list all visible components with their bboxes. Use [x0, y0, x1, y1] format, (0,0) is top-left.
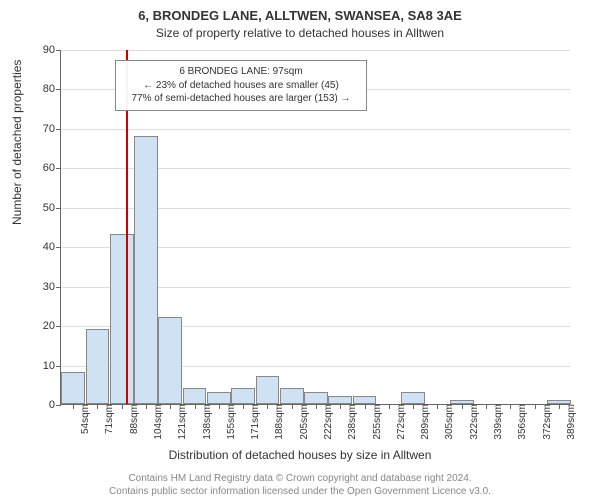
histogram-bar: [134, 136, 158, 404]
x-tick-label: 71sqm: [100, 404, 115, 434]
x-tick-label: 205sqm: [295, 404, 310, 440]
x-tick-label: 339sqm: [489, 404, 504, 440]
x-tick-label: 272sqm: [392, 404, 407, 440]
footer-licence: Contains public sector information licen…: [0, 486, 600, 497]
x-tick-label: 155sqm: [222, 404, 237, 440]
x-tick: [462, 404, 463, 409]
y-tick-label: 80: [43, 83, 61, 95]
x-tick: [389, 404, 390, 409]
annotation-line: 6 BRONDEG LANE: 97sqm: [124, 65, 358, 79]
y-tick-label: 40: [43, 241, 61, 253]
x-tick: [170, 404, 171, 409]
footer-copyright: Contains HM Land Registry data © Crown c…: [0, 473, 600, 484]
x-tick: [267, 404, 268, 409]
histogram-bar: [304, 392, 328, 404]
histogram-bar: [231, 388, 255, 404]
x-tick-label: 238sqm: [343, 404, 358, 440]
y-tick-label: 50: [43, 202, 61, 214]
histogram-bar: [61, 372, 85, 404]
histogram-bar: [183, 388, 207, 404]
annotation-box: 6 BRONDEG LANE: 97sqm← 23% of detached h…: [115, 60, 367, 111]
x-tick: [340, 404, 341, 409]
x-tick-label: 289sqm: [416, 404, 431, 440]
histogram-bar: [256, 376, 280, 404]
annotation-line: 77% of semi-detached houses are larger (…: [124, 92, 358, 106]
histogram-bar: [207, 392, 231, 404]
y-tick-label: 60: [43, 162, 61, 174]
x-tick: [413, 404, 414, 409]
y-tick-label: 30: [43, 281, 61, 293]
x-tick: [122, 404, 123, 409]
histogram-bar: [353, 396, 377, 404]
histogram-bar: [158, 317, 182, 404]
y-axis-label: Number of detached properties: [10, 60, 24, 225]
y-tick-label: 70: [43, 123, 61, 135]
x-tick: [535, 404, 536, 409]
x-tick-label: 188sqm: [270, 404, 285, 440]
annotation-line: ← 23% of detached houses are smaller (45…: [124, 79, 358, 93]
histogram-bar: [401, 392, 425, 404]
chart-subtitle: Size of property relative to detached ho…: [0, 26, 600, 40]
y-tick-label: 90: [43, 44, 61, 56]
x-tick: [292, 404, 293, 409]
x-tick-label: 138sqm: [198, 404, 213, 440]
x-tick: [316, 404, 317, 409]
x-tick-label: 356sqm: [513, 404, 528, 440]
x-axis-label: Distribution of detached houses by size …: [0, 448, 600, 462]
gridline: [61, 129, 570, 130]
chart-title: 6, BRONDEG LANE, ALLTWEN, SWANSEA, SA8 3…: [0, 8, 600, 23]
histogram-bar: [280, 388, 304, 404]
x-tick: [365, 404, 366, 409]
x-tick: [510, 404, 511, 409]
property-size-chart: 6, BRONDEG LANE, ALLTWEN, SWANSEA, SA8 3…: [0, 0, 600, 500]
x-tick: [486, 404, 487, 409]
y-tick-label: 20: [43, 320, 61, 332]
x-tick-label: 121sqm: [173, 404, 188, 440]
x-tick: [73, 404, 74, 409]
y-tick-label: 0: [49, 399, 61, 411]
x-tick-label: 389sqm: [562, 404, 577, 440]
x-tick: [97, 404, 98, 409]
x-tick: [437, 404, 438, 409]
x-tick-label: 88sqm: [125, 404, 140, 434]
x-tick-label: 305sqm: [440, 404, 455, 440]
x-tick-label: 222sqm: [319, 404, 334, 440]
x-tick-label: 255sqm: [368, 404, 383, 440]
plot-area: 010203040506070809054sqm71sqm88sqm104sqm…: [60, 50, 570, 405]
x-tick: [219, 404, 220, 409]
x-tick: [243, 404, 244, 409]
x-tick-label: 54sqm: [76, 404, 91, 434]
x-tick: [559, 404, 560, 409]
x-tick-label: 104sqm: [149, 404, 164, 440]
x-tick: [146, 404, 147, 409]
x-tick-label: 171sqm: [246, 404, 261, 440]
x-tick: [195, 404, 196, 409]
histogram-bar: [86, 329, 110, 404]
x-tick-label: 322sqm: [465, 404, 480, 440]
histogram-bar: [328, 396, 352, 404]
y-tick-label: 10: [43, 360, 61, 372]
x-tick-label: 372sqm: [538, 404, 553, 440]
histogram-bar: [110, 234, 134, 404]
gridline: [61, 50, 570, 51]
